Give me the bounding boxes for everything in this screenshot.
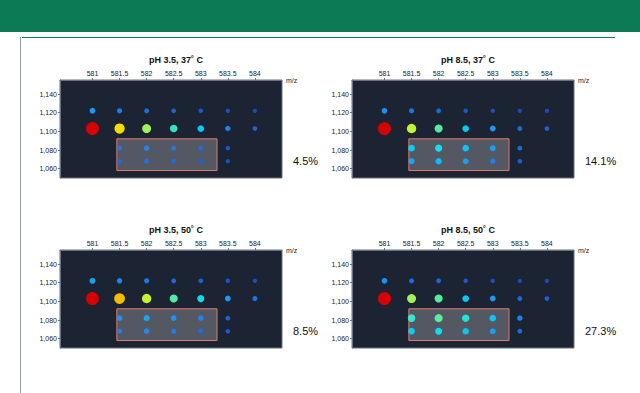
svg-text:1,080: 1,080: [331, 147, 349, 154]
svg-text:8.5%: 8.5%: [293, 325, 318, 337]
svg-text:1,120: 1,120: [39, 279, 57, 286]
svg-text:m/z: m/z: [578, 247, 590, 254]
svg-text:1,100: 1,100: [39, 298, 57, 305]
svg-text:581: 581: [379, 240, 391, 247]
svg-text:pH 8.5, 50˚ C: pH 8.5, 50˚ C: [441, 225, 496, 235]
svg-text:1,100: 1,100: [331, 298, 349, 305]
svg-text:pH 8.5, 37˚ C: pH 8.5, 37˚ C: [441, 55, 496, 65]
svg-text:1,120: 1,120: [39, 109, 57, 116]
svg-text:1,060: 1,060: [331, 165, 349, 172]
svg-text:m/z: m/z: [286, 247, 298, 254]
svg-text:581.5: 581.5: [111, 70, 129, 77]
svg-text:1,140: 1,140: [39, 261, 57, 268]
svg-text:1,120: 1,120: [331, 279, 349, 286]
svg-text:583: 583: [487, 240, 499, 247]
svg-text:582: 582: [433, 240, 445, 247]
svg-text:583.5: 583.5: [219, 70, 237, 77]
svg-text:583: 583: [195, 70, 207, 77]
svg-text:1,060: 1,060: [39, 335, 57, 342]
svg-text:582: 582: [433, 70, 445, 77]
svg-text:14.1%: 14.1%: [585, 155, 616, 167]
svg-text:581: 581: [379, 70, 391, 77]
svg-text:m/z: m/z: [578, 77, 590, 84]
svg-text:583.5: 583.5: [219, 240, 237, 247]
svg-text:1,060: 1,060: [39, 165, 57, 172]
svg-text:581.5: 581.5: [403, 240, 421, 247]
svg-text:584: 584: [249, 240, 261, 247]
svg-text:1,060: 1,060: [331, 335, 349, 342]
svg-text:581: 581: [87, 70, 99, 77]
svg-text:1,140: 1,140: [331, 91, 349, 98]
svg-text:583.5: 583.5: [511, 240, 529, 247]
svg-text:583.5: 583.5: [511, 70, 529, 77]
svg-text:27.3%: 27.3%: [585, 325, 616, 337]
svg-text:1,080: 1,080: [331, 317, 349, 324]
svg-text:584: 584: [541, 70, 553, 77]
svg-text:1,140: 1,140: [331, 261, 349, 268]
svg-text:583: 583: [487, 70, 499, 77]
svg-text:582.5: 582.5: [457, 70, 475, 77]
svg-text:1,080: 1,080: [39, 147, 57, 154]
svg-text:581.5: 581.5: [111, 240, 129, 247]
svg-text:1,120: 1,120: [331, 109, 349, 116]
svg-text:pH 3.5, 50˚ C: pH 3.5, 50˚ C: [149, 225, 204, 235]
svg-text:1,080: 1,080: [39, 317, 57, 324]
svg-text:pH 3.5, 37˚ C: pH 3.5, 37˚ C: [149, 55, 204, 65]
svg-text:584: 584: [249, 70, 261, 77]
svg-text:582.5: 582.5: [165, 70, 183, 77]
svg-text:582: 582: [141, 240, 153, 247]
svg-text:581.5: 581.5: [403, 70, 421, 77]
svg-text:1,100: 1,100: [39, 128, 57, 135]
svg-text:4.5%: 4.5%: [293, 155, 318, 167]
svg-text:583: 583: [195, 240, 207, 247]
svg-text:582.5: 582.5: [165, 240, 183, 247]
svg-text:1,140: 1,140: [39, 91, 57, 98]
svg-text:581: 581: [87, 240, 99, 247]
svg-text:582: 582: [141, 70, 153, 77]
svg-text:582.5: 582.5: [457, 240, 475, 247]
svg-text:m/z: m/z: [286, 77, 298, 84]
svg-text:1,100: 1,100: [331, 128, 349, 135]
svg-text:584: 584: [541, 240, 553, 247]
